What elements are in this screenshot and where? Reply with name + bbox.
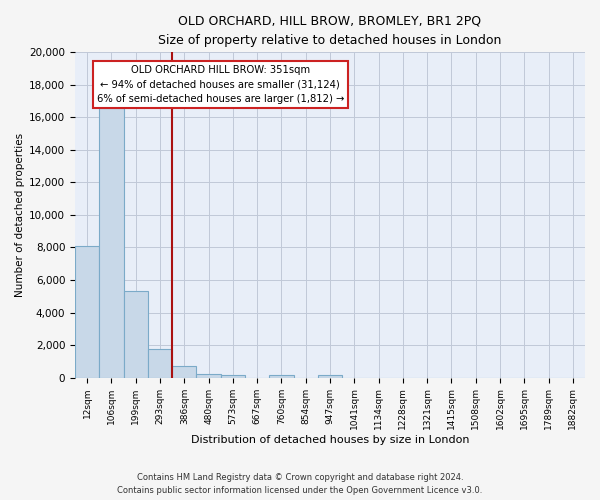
Bar [221, 375, 245, 378]
Title: OLD ORCHARD, HILL BROW, BROMLEY, BR1 2PQ
Size of property relative to detached h: OLD ORCHARD, HILL BROW, BROMLEY, BR1 2PQ… [158, 15, 502, 47]
Y-axis label: Number of detached properties: Number of detached properties [15, 133, 25, 297]
Text: OLD ORCHARD HILL BROW: 351sqm
← 94% of detached houses are smaller (31,124)
6% o: OLD ORCHARD HILL BROW: 351sqm ← 94% of d… [97, 66, 344, 104]
Bar [172, 366, 196, 378]
Bar [318, 375, 342, 378]
X-axis label: Distribution of detached houses by size in London: Distribution of detached houses by size … [191, 435, 469, 445]
Bar [196, 374, 221, 378]
Bar [148, 349, 172, 378]
Bar [75, 246, 99, 378]
Bar [99, 108, 124, 378]
Bar [269, 375, 293, 378]
Bar [124, 292, 148, 378]
Text: Contains HM Land Registry data © Crown copyright and database right 2024.
Contai: Contains HM Land Registry data © Crown c… [118, 474, 482, 495]
